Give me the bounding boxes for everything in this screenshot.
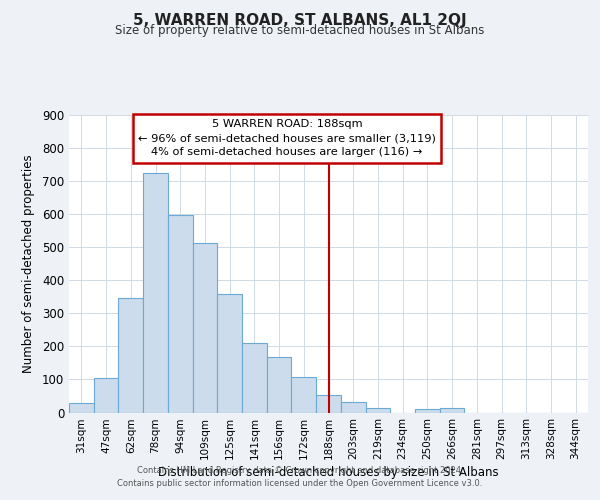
Bar: [94, 378, 118, 412]
Bar: [440, 408, 464, 412]
Text: 5 WARREN ROAD: 188sqm
← 96% of semi-detached houses are smaller (3,119)
4% of se: 5 WARREN ROAD: 188sqm ← 96% of semi-deta…: [138, 120, 436, 158]
Bar: [292, 377, 316, 412]
Bar: [316, 396, 341, 412]
Bar: [365, 408, 390, 412]
Text: Size of property relative to semi-detached houses in St Albans: Size of property relative to semi-detach…: [115, 24, 485, 37]
Text: Contains HM Land Registry data © Crown copyright and database right 2024.
Contai: Contains HM Land Registry data © Crown c…: [118, 466, 482, 487]
X-axis label: Distribution of semi-detached houses by size in St Albans: Distribution of semi-detached houses by …: [158, 466, 499, 479]
Bar: [415, 408, 440, 412]
Bar: [341, 402, 365, 412]
Y-axis label: Number of semi-detached properties: Number of semi-detached properties: [22, 154, 35, 373]
Bar: [143, 173, 168, 412]
Bar: [193, 244, 217, 412]
Text: 5, WARREN ROAD, ST ALBANS, AL1 2QJ: 5, WARREN ROAD, ST ALBANS, AL1 2QJ: [133, 12, 467, 28]
Bar: [118, 298, 143, 412]
Bar: [217, 294, 242, 412]
Bar: [267, 358, 292, 412]
Bar: [242, 343, 267, 412]
Bar: [168, 215, 193, 412]
Bar: [69, 402, 94, 412]
